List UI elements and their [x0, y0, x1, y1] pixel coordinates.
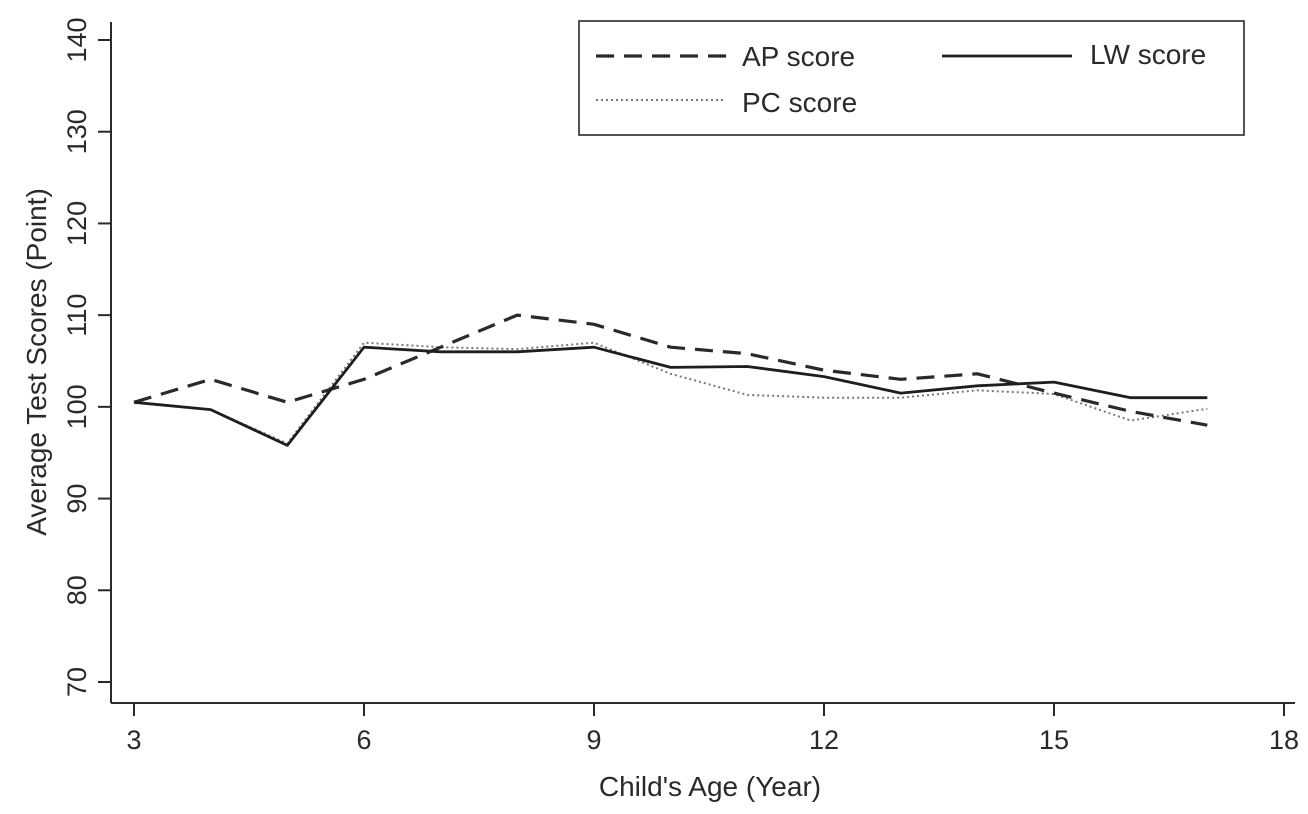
y-tick-label: 70 — [62, 667, 92, 697]
legend: AP score LW score PC score — [578, 20, 1245, 136]
x-tick-label: 12 — [809, 725, 839, 755]
series-line-pc-score — [133, 341, 1208, 445]
y-ticks: 70 80 90 100 110 120 130 140 — [62, 17, 111, 697]
y-tick-label: 110 — [62, 294, 92, 337]
x-axis-title: Child's Age (Year) — [599, 771, 821, 802]
x-tick-label: 15 — [1039, 725, 1069, 755]
x-tick-label: 3 — [126, 725, 141, 755]
y-axis-title: Average Test Scores (Point) — [21, 188, 52, 536]
y-tick-label: 100 — [62, 384, 92, 429]
y-tick-label: 90 — [62, 484, 92, 514]
series-line-lw-score — [133, 345, 1208, 447]
x-tick-label: 9 — [586, 725, 601, 755]
y-tick-label: 130 — [62, 109, 92, 154]
x-ticks: 3 6 9 12 15 18 — [126, 703, 1299, 755]
legend-label-ap: AP score — [742, 41, 855, 72]
series-layer — [133, 313, 1208, 447]
legend-label-pc: PC score — [742, 87, 857, 118]
legend-label-lw: LW score — [1090, 39, 1206, 70]
y-tick-label: 80 — [62, 575, 92, 605]
x-tick-label: 6 — [356, 725, 371, 755]
y-tick-label: 120 — [62, 201, 92, 246]
series-line-ap-score — [133, 313, 1208, 427]
x-tick-label: 18 — [1269, 725, 1299, 755]
y-tick-label: 140 — [62, 17, 92, 62]
legend-box — [578, 20, 1245, 136]
